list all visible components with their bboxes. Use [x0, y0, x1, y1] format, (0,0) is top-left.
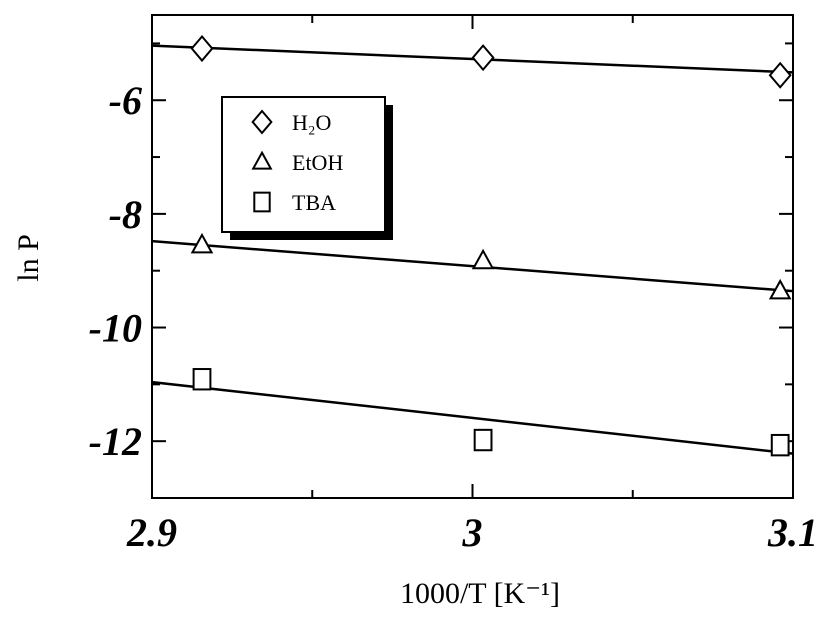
plot-frame [152, 15, 793, 498]
y-tick-label: -12 [89, 419, 142, 464]
y-tick-label: -6 [109, 78, 142, 123]
data-point [473, 251, 492, 268]
data-point [475, 430, 492, 450]
y-tick-label: -8 [109, 192, 142, 237]
data-point [194, 369, 211, 389]
data-point [772, 435, 789, 455]
fit-line [152, 382, 793, 454]
chart: 1000/T [K⁻¹] ln P 2.9 3 3.1 -6 -8 -10 -12 H₂O Et… [0, 0, 825, 617]
y-axis-label: ln P [12, 234, 45, 282]
data-point [770, 63, 790, 87]
x-tick-label: 3.1 [767, 510, 818, 555]
data-point [473, 46, 493, 70]
data-point [192, 37, 212, 61]
x-axis-label: 1000/T [K⁻¹] [400, 577, 560, 610]
legend-marker [254, 193, 269, 212]
x-tick-label: 3 [462, 510, 483, 555]
fit-line [152, 46, 793, 73]
y-tick-label: -10 [89, 306, 142, 351]
legend-label: H₂O [292, 110, 331, 135]
legend-label: TBA [292, 190, 336, 215]
fit-line [152, 241, 793, 291]
legend-label: EtOH [292, 150, 343, 175]
x-tick-label: 2.9 [126, 510, 177, 555]
